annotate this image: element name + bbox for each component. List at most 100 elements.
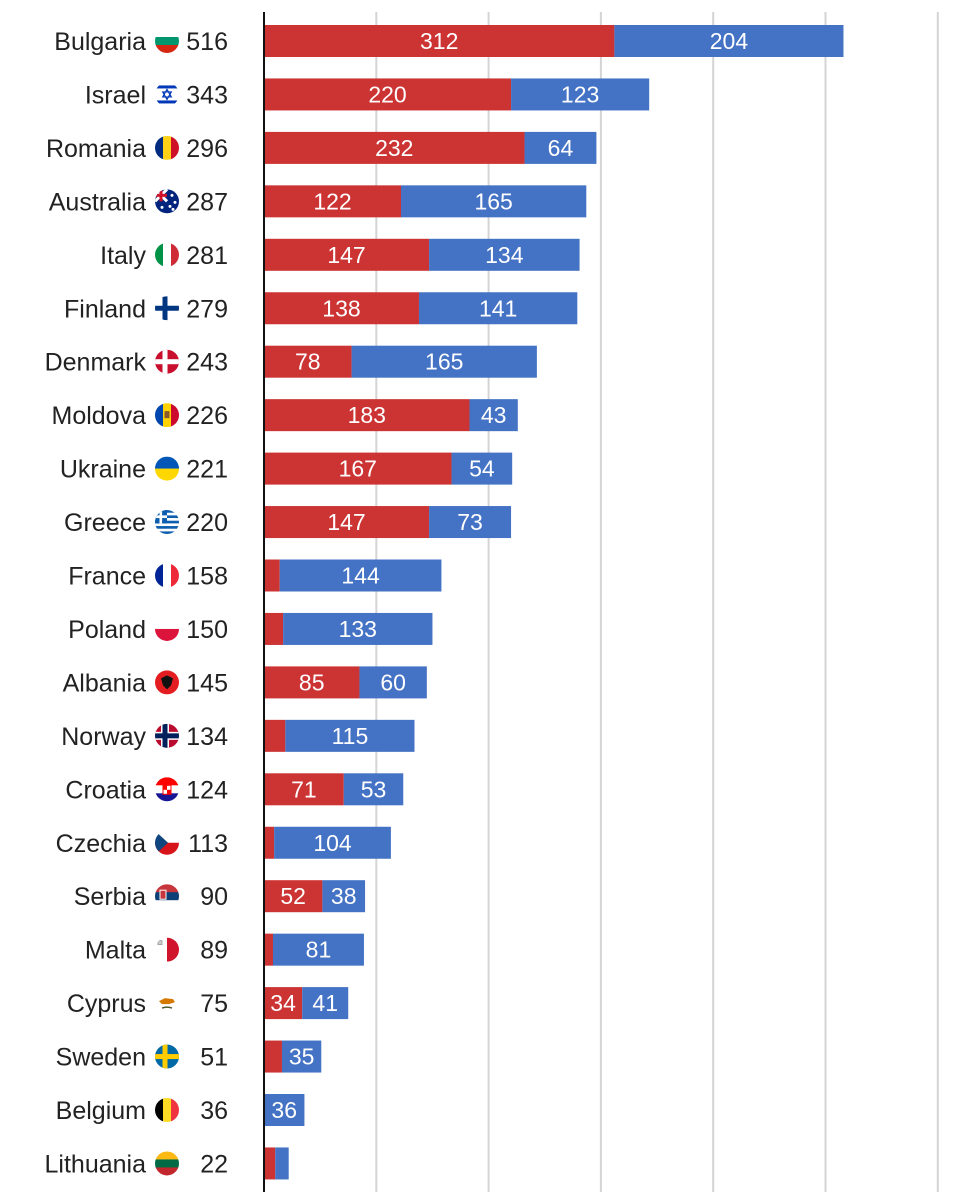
country-label: Ukraine	[60, 456, 146, 484]
country-label: Lithuania	[45, 1150, 147, 1178]
bar-segment-first-sweden	[264, 1040, 282, 1073]
bar-segment-first-cyprus	[264, 987, 303, 1020]
bar-value-label: 183	[348, 402, 386, 428]
country-label: Norway	[61, 723, 146, 751]
bar-segment-second-israel	[511, 78, 650, 111]
total-label: 158	[186, 563, 228, 591]
total-label: 145	[186, 669, 228, 697]
bar-segment-first-israel	[264, 78, 512, 111]
country-label: Czechia	[56, 830, 146, 858]
total-label: 113	[188, 830, 228, 858]
norway-flag-icon	[155, 723, 179, 748]
bar-value-label: 144	[341, 563, 380, 589]
total-label: 89	[200, 937, 228, 965]
denmark-flag-icon	[155, 349, 179, 374]
bar-value-label: 64	[548, 135, 574, 161]
total-label: 279	[186, 295, 228, 323]
bar-segment-first-denmark	[264, 345, 352, 378]
bar-segment-second-italy	[429, 238, 580, 271]
bar-segment-second-sweden	[281, 1040, 322, 1073]
bar-segment-second-croatia	[343, 773, 404, 806]
bar-segment-second-lithuania	[275, 1147, 289, 1180]
bar-segment-second-finland	[418, 292, 578, 325]
bar-value-label: 104	[313, 830, 352, 856]
bar-value-label: 147	[327, 509, 365, 535]
bar-value-label: 34	[270, 990, 296, 1016]
bar-segment-second-albania	[359, 666, 427, 699]
total-label: 124	[186, 776, 228, 804]
malta-flag-icon	[155, 937, 179, 962]
bar-segment-second-romania	[524, 131, 597, 164]
bar-segment-first-malta	[264, 933, 273, 966]
country-label: Serbia	[74, 883, 146, 911]
row-labels: Bulgaria 516 Israel 343 Romania 296 Australia 2…	[45, 28, 229, 1178]
bar-segment-second-denmark	[351, 345, 537, 378]
country-label: Italy	[100, 242, 146, 270]
bar-value-label: 123	[561, 81, 599, 107]
country-label: Albania	[63, 669, 146, 697]
country-label: Sweden	[56, 1044, 146, 1072]
country-label: Finland	[64, 295, 146, 323]
country-label: Romania	[46, 135, 146, 163]
bar-value-label: 85	[299, 669, 325, 695]
bar-value-label: 220	[368, 81, 406, 107]
country-label: Poland	[68, 616, 146, 644]
bar-value-label: 165	[474, 188, 512, 214]
country-label: Bulgaria	[54, 28, 146, 56]
sweden-flag-icon	[155, 1044, 179, 1069]
cyprus-flag-icon	[155, 991, 179, 1016]
israel-flag-icon	[155, 82, 179, 107]
bar-value-label: 60	[380, 669, 406, 695]
total-label: 287	[186, 188, 228, 216]
moldova-flag-icon	[155, 403, 179, 428]
bar-value-label: 52	[280, 883, 306, 909]
bar-segment-first-australia	[264, 185, 402, 218]
australia-flag-icon	[155, 189, 179, 214]
country-label: Belgium	[56, 1097, 146, 1125]
bar-segment-second-czechia	[274, 826, 391, 859]
bar-value-label: 54	[469, 456, 495, 482]
bar-value-label: 38	[331, 883, 357, 909]
country-label: Israel	[85, 81, 146, 109]
lithuania-flag-icon	[155, 1151, 179, 1176]
czechia-flag-icon	[155, 830, 179, 855]
country-label: France	[68, 563, 146, 591]
bar-segment-first-norway	[264, 719, 286, 752]
finland-flag-icon	[155, 296, 179, 321]
bar-value-label: 134	[485, 242, 524, 268]
total-label: 75	[200, 990, 228, 1018]
bar-value-label: 138	[322, 295, 360, 321]
total-label: 134	[186, 723, 228, 751]
ukraine-flag-icon	[155, 456, 179, 481]
total-label: 221	[186, 456, 228, 484]
bar-value-label: 122	[313, 188, 351, 214]
albania-flag-icon	[155, 670, 179, 695]
total-label: 516	[186, 28, 228, 56]
bar-value-label: 141	[479, 295, 517, 321]
total-label: 296	[186, 135, 228, 163]
bar-segment-first-serbia	[264, 880, 323, 913]
country-label: Australia	[49, 188, 146, 216]
country-label: Cyprus	[67, 990, 146, 1018]
bar-segment-first-italy	[264, 238, 430, 271]
croatia-flag-icon	[155, 777, 179, 802]
total-label: 36	[200, 1097, 228, 1125]
bar-segment-first-czechia	[264, 826, 275, 859]
bar-value-label: 115	[332, 723, 369, 749]
bar-segment-first-poland	[264, 612, 284, 645]
bar-segment-first-croatia	[264, 773, 344, 806]
bar-segment-second-serbia	[322, 880, 366, 913]
bar-value-label: 232	[375, 135, 413, 161]
total-label: 243	[186, 349, 228, 377]
country-label: Malta	[85, 937, 146, 965]
belgium-flag-icon	[155, 1098, 179, 1122]
bar-segment-first-finland	[264, 292, 419, 325]
total-label: 150	[186, 616, 228, 644]
bar-value-label: 312	[420, 28, 458, 54]
italy-flag-icon	[155, 242, 179, 267]
bar-segment-first-france	[264, 559, 280, 592]
bar-segment-first-moldova	[264, 399, 470, 432]
bar-segment-second-poland	[283, 612, 433, 645]
bar-segment-second-belgium	[264, 1094, 305, 1126]
